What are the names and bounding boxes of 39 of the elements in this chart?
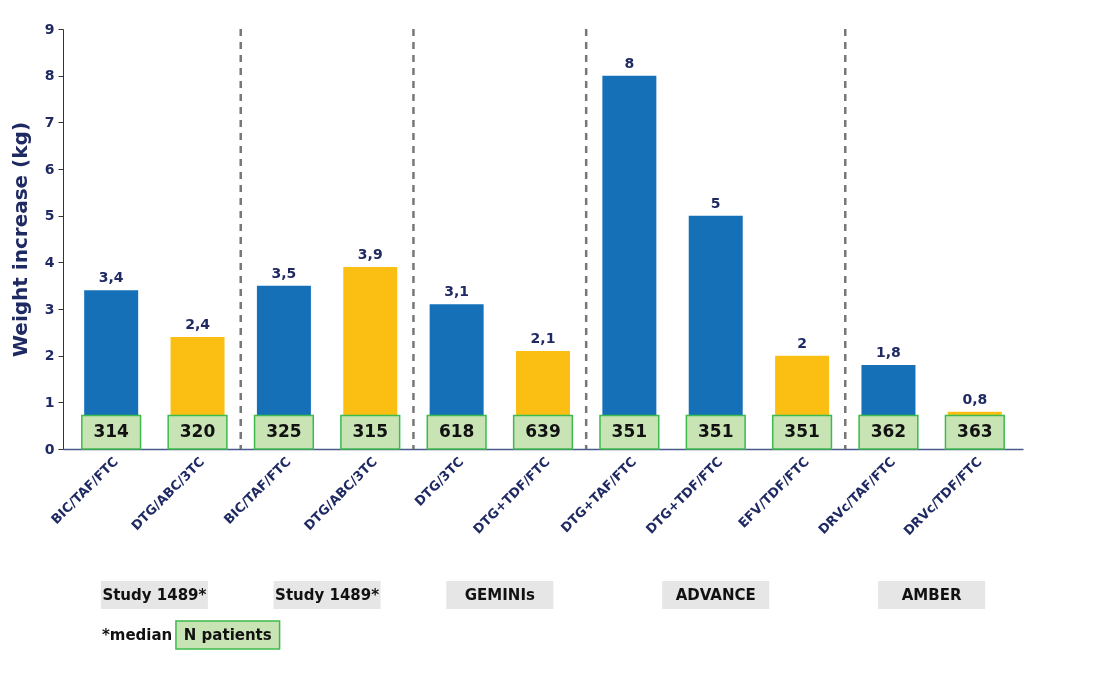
annotation: 314 (93, 421, 130, 442)
text: Study 1489* (102, 586, 207, 604)
text: ADVANCE (675, 586, 756, 604)
data-label: 3,4 (98, 269, 124, 286)
data-label: 0,8 (962, 390, 988, 407)
data-label: 3,1 (444, 283, 470, 300)
annotation: 351 (784, 421, 820, 442)
y-axis-title: Weight increase (kg) (7, 121, 32, 358)
data-label: 2,1 (530, 330, 556, 346)
data-label: 2 (797, 334, 807, 351)
y-tick-label: 9 (44, 20, 55, 37)
annotation: 351 (611, 421, 648, 442)
y-tick-label: 5 (44, 207, 55, 224)
y-tick-label: 1 (44, 393, 55, 410)
text: *median (101, 626, 173, 644)
text: N patients (183, 626, 272, 644)
data-label: 3,9 (357, 246, 383, 262)
data-label: 3,5 (271, 264, 297, 281)
y-tick-label: 2 (44, 347, 55, 364)
annotation: 325 (266, 421, 302, 442)
y-tick-label: 6 (44, 160, 55, 177)
annotation: 315 (352, 421, 389, 442)
annotation: 639 (525, 421, 561, 442)
y-tick-label: 0 (44, 440, 55, 457)
text: GEMINIs (464, 586, 535, 604)
annotation: 362 (870, 421, 907, 442)
y-tick-label: 7 (44, 113, 55, 130)
data-label: 1,8 (876, 344, 901, 360)
y-tick-label: 4 (44, 253, 55, 270)
text: AMBER (901, 586, 962, 604)
data-label: 8 (624, 54, 635, 71)
annotation: 618 (438, 421, 475, 442)
data-label: 2,4 (185, 316, 211, 332)
annotation: 351 (697, 421, 734, 442)
text: Study 1489* (275, 586, 380, 604)
y-tick-label: 8 (44, 67, 55, 84)
data-label: 5 (710, 194, 721, 211)
y-tick-label: 3 (44, 300, 55, 317)
annotation: 320 (179, 421, 216, 442)
